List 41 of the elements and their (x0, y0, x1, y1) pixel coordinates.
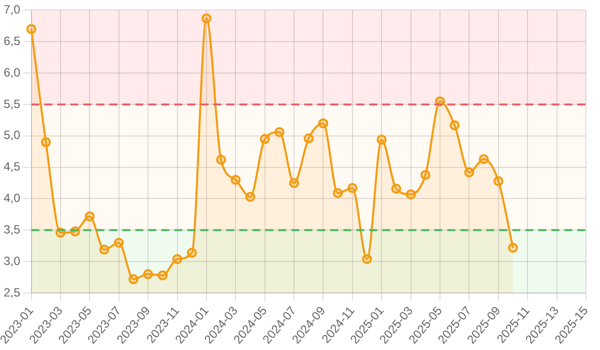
point (420, 170, 430, 180)
point (186, 248, 197, 258)
point (245, 192, 256, 202)
point (478, 154, 489, 164)
y-tick-label: 2,5 (4, 285, 21, 300)
y-tick-label: 6,0 (4, 65, 21, 80)
point (201, 13, 212, 24)
point (450, 120, 460, 130)
point (99, 244, 110, 255)
point (230, 174, 241, 185)
point (172, 254, 182, 264)
point (347, 183, 358, 194)
point (274, 127, 284, 138)
y-tick-label: 4,0 (4, 191, 21, 206)
y-tick-label: 7,0 (4, 2, 21, 17)
point (114, 238, 124, 248)
point (304, 133, 314, 144)
point (289, 178, 300, 188)
y-tick-label: 4,5 (4, 160, 21, 174)
y-tick-label: 3,0 (4, 254, 21, 268)
point (391, 184, 402, 194)
point (260, 134, 270, 144)
point (128, 274, 138, 284)
y-tick-label: 6,5 (4, 34, 21, 48)
point (376, 134, 387, 145)
point (318, 118, 328, 128)
point (143, 269, 154, 280)
point (84, 211, 95, 222)
y-tick-label: 3,5 (4, 222, 21, 236)
point (362, 254, 372, 264)
y-tick-label: 5,5 (4, 96, 21, 111)
point (332, 188, 343, 198)
point (464, 167, 474, 178)
point (216, 154, 226, 165)
point (508, 242, 518, 253)
point (26, 24, 36, 34)
point (493, 176, 504, 186)
point (406, 189, 416, 200)
point (158, 270, 168, 280)
y-tick-label: 5,0 (4, 128, 21, 142)
point (40, 137, 51, 148)
